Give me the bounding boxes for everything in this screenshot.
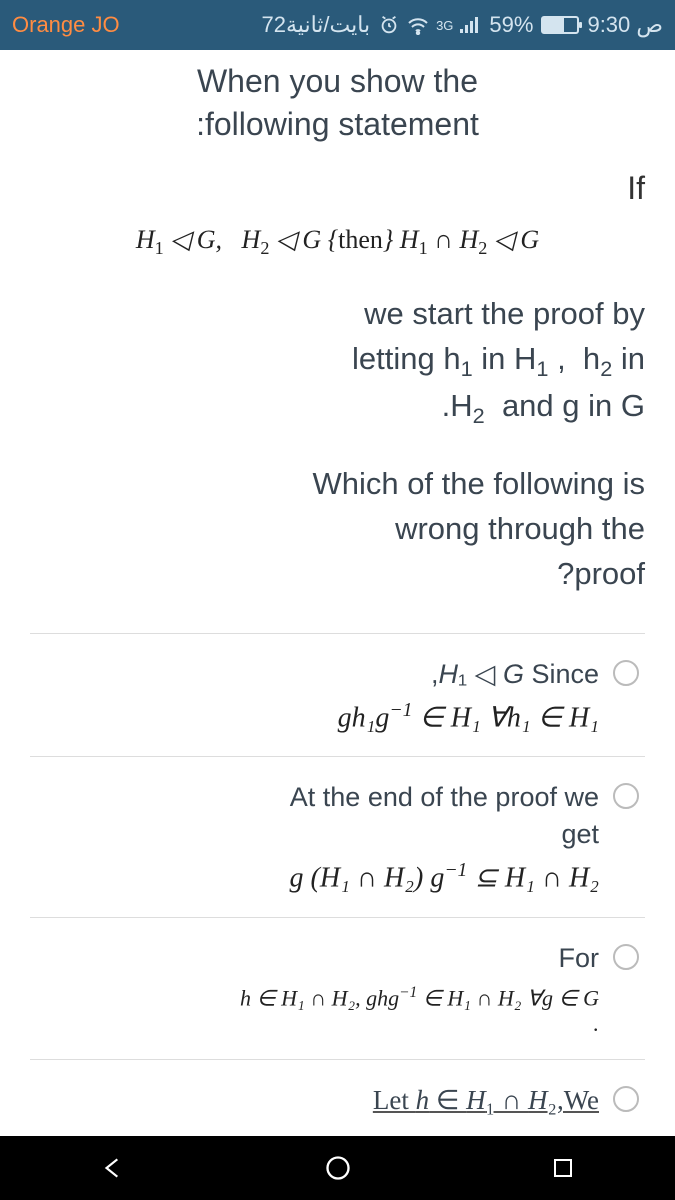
premise-math: H1 ◁ G, H2 ◁ G {then} H1 ∩ H2 ◁ G — [30, 225, 645, 259]
option-body: For h ∈ H₁ ∩ H₂, ghg−1 ∈ H₁ ∩ H₂ ∀g ∈ G. — [30, 940, 599, 1038]
question-text: Which of the following is wrong through … — [30, 462, 645, 597]
options-list: ,H₁ ◁ G Since gh₁g−1 ∈ H₁ ∀h₁ ∈ H₁ At the … — [30, 633, 645, 1119]
question-line2: wrong through the — [30, 507, 645, 552]
signal-3g: 3G — [436, 18, 453, 33]
radio-button[interactable] — [613, 944, 639, 970]
option-math: gh₁g−1 ∈ H₁ ∀h₁ ∈ H₁ — [30, 700, 599, 734]
premise-math-text: H1 ◁ G, H2 ◁ G {then} H1 ∩ H2 ◁ G — [136, 225, 539, 254]
intro-line1: When you show the — [30, 60, 645, 103]
nav-back-icon[interactable] — [98, 1153, 128, 1183]
option-label: ,H₁ ◁ G Since — [30, 656, 599, 692]
question-line3: ?proof — [30, 552, 645, 597]
clock-time: 9:30 ص — [587, 12, 663, 38]
proof-start-text: we start the proof by letting h1 in H1 ,… — [30, 292, 645, 432]
status-bar: Orange JO 72بايت/ثانية 3G 59% 9:30 ص — [0, 0, 675, 50]
nav-bar — [0, 1136, 675, 1200]
radio-button[interactable] — [613, 783, 639, 809]
option-body: At the end of the proof weget g (H₁ ∩ H₂)… — [30, 779, 599, 894]
data-rate: 72بايت/ثانية — [262, 12, 371, 38]
option-row-1[interactable]: At the end of the proof weget g (H₁ ∩ H₂)… — [30, 756, 645, 916]
body-line1: we start the proof by — [30, 292, 645, 337]
body-line3: .H2 and g in G — [30, 384, 645, 432]
nav-recent-icon[interactable] — [548, 1153, 578, 1183]
signal-bars-icon — [459, 16, 481, 34]
wifi-icon — [406, 15, 430, 35]
option-row-2[interactable]: For h ∈ H₁ ∩ H₂, ghg−1 ∈ H₁ ∩ H₂ ∀g ∈ G. — [30, 917, 645, 1060]
question-line1: Which of the following is — [30, 462, 645, 507]
battery-icon — [541, 16, 579, 34]
status-icons: 3G — [378, 14, 481, 36]
intro-line2: :following statement — [30, 103, 645, 146]
if-label: If — [30, 170, 645, 207]
status-right: 72بايت/ثانية 3G 59% 9:30 ص — [262, 12, 663, 38]
option-math: h ∈ H₁ ∩ H₂, ghg−1 ∈ H₁ ∩ H₂ ∀g ∈ G. — [30, 984, 599, 1037]
option-label: Let h ∈ H₁ ∩ H₂,We — [30, 1082, 599, 1118]
intro-text: When you show the :following statement — [30, 60, 645, 146]
carrier-label: Orange JO — [12, 12, 120, 38]
option-body: Let h ∈ H₁ ∩ H₂,We — [30, 1082, 599, 1118]
option-row-0[interactable]: ,H₁ ◁ G Since gh₁g−1 ∈ H₁ ∀h₁ ∈ H₁ — [30, 633, 645, 757]
option-label: At the end of the proof weget — [30, 779, 599, 852]
battery-pct: 59% — [489, 12, 533, 38]
option-label: For — [30, 940, 599, 976]
radio-button[interactable] — [613, 660, 639, 686]
option-math: g (H₁ ∩ H₂) g−1 ⊆ H₁ ∩ H₂ — [30, 860, 599, 894]
nav-home-icon[interactable] — [323, 1153, 353, 1183]
body-line2: letting h1 in H1 , h2 in — [30, 337, 645, 385]
option-row-3[interactable]: Let h ∈ H₁ ∩ H₂,We — [30, 1059, 645, 1118]
alarm-icon — [378, 14, 400, 36]
option-body: ,H₁ ◁ G Since gh₁g−1 ∈ H₁ ∀h₁ ∈ H₁ — [30, 656, 599, 735]
radio-button[interactable] — [613, 1086, 639, 1112]
content-area: When you show the :following statement I… — [0, 50, 675, 1136]
